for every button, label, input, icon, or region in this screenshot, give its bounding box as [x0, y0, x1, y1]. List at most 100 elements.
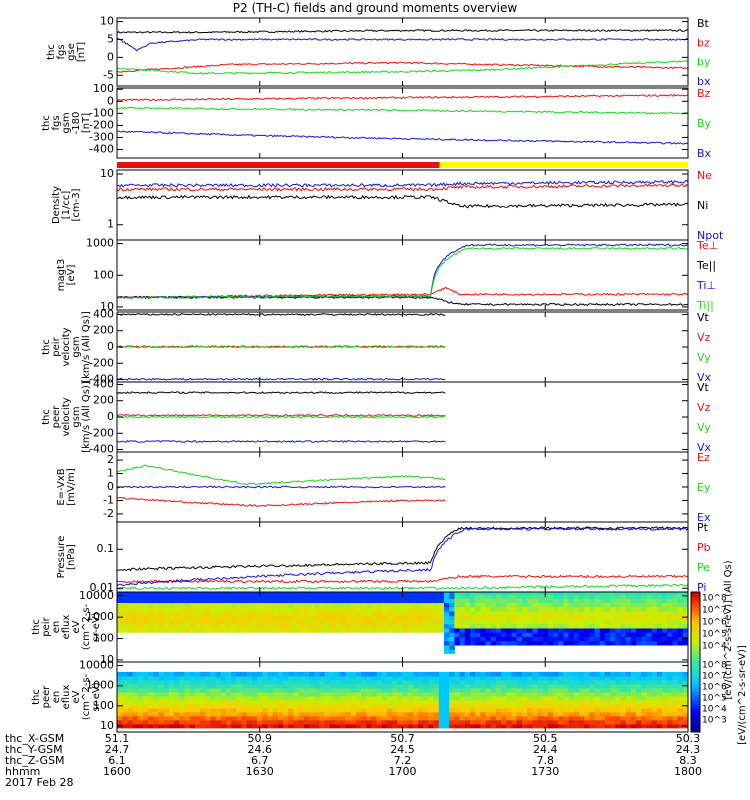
- heatmap-cell: [117, 628, 123, 633]
- heatmap-cell: [361, 691, 367, 697]
- heatmap-cell: [319, 715, 326, 721]
- heatmap-cell: [490, 640, 497, 646]
- heatmap-cell: [423, 691, 429, 697]
- heatmap-cell: [656, 711, 663, 717]
- heatmap-cell: [381, 703, 388, 709]
- heatmap-cell: [444, 671, 450, 677]
- heatmap-cell: [231, 683, 237, 689]
- heatmap-cell: [397, 594, 403, 599]
- heatmap-cell: [314, 615, 320, 620]
- panel-0-ytick-label: 0: [107, 50, 114, 63]
- heatmap-cell: [226, 691, 232, 697]
- heatmap-cell: [267, 615, 274, 620]
- heatmap-cell: [288, 606, 294, 612]
- heatmap-cell: [428, 615, 435, 620]
- heatmap-cell: [516, 594, 523, 599]
- heatmap-cell: [449, 598, 455, 603]
- heatmap-cell: [257, 628, 263, 633]
- heatmap-cell: [495, 671, 502, 677]
- heatmap-cell: [179, 719, 185, 725]
- heatmap-cell: [532, 619, 538, 625]
- heatmap-cell: [651, 636, 658, 642]
- heatmap-cell: [677, 699, 684, 705]
- heatmap-cell: [283, 687, 289, 693]
- heatmap-cell: [521, 687, 528, 693]
- series-Npot-line: [116, 179, 689, 188]
- heatmap-cell: [449, 649, 455, 654]
- heatmap-cell: [293, 611, 300, 616]
- colorbar-cell: [691, 704, 700, 707]
- heatmap-cell: [584, 602, 590, 608]
- heatmap-cell: [625, 683, 632, 689]
- panel-10-ylabel: peer: [41, 685, 52, 709]
- heatmap-cell: [361, 679, 367, 685]
- heatmap-cell: [246, 628, 253, 633]
- heatmap-cell: [366, 598, 372, 603]
- heatmap-cell: [615, 592, 621, 595]
- heatmap-cell: [428, 675, 435, 681]
- heatmap-cell: [521, 683, 528, 689]
- heatmap-cell: [210, 671, 217, 677]
- heatmap-cell: [309, 707, 315, 713]
- heatmap-cell: [319, 598, 326, 603]
- heatmap-cell: [179, 683, 185, 689]
- heatmap-cell: [200, 687, 206, 693]
- heatmap-cell: [610, 592, 616, 595]
- heatmap-cell: [433, 691, 440, 697]
- heatmap-cell: [298, 719, 305, 725]
- heatmap-cell: [132, 675, 139, 681]
- heatmap-cell: [579, 592, 585, 595]
- heatmap-cell: [117, 679, 123, 685]
- heatmap-cell: [485, 679, 492, 685]
- heatmap-cell: [418, 628, 424, 633]
- heatmap-cell: [542, 723, 549, 729]
- heatmap-cell: [402, 687, 409, 693]
- heatmap-cell: [511, 594, 518, 599]
- heatmap-cell: [184, 598, 191, 603]
- heatmap-cell: [490, 671, 497, 677]
- heatmap-cell: [236, 703, 243, 709]
- heatmap-cell: [283, 719, 289, 725]
- heatmap-cell: [677, 636, 684, 642]
- heatmap-cell: [594, 594, 601, 599]
- heatmap-cell: [407, 723, 414, 729]
- heatmap-cell: [558, 679, 564, 685]
- heatmap-cell: [495, 675, 502, 681]
- heatmap-cell: [241, 623, 248, 629]
- heatmap-cell: [532, 592, 538, 595]
- heatmap-cell: [174, 711, 180, 717]
- heatmap-cell: [521, 623, 528, 629]
- heatmap-cell: [677, 719, 684, 725]
- heatmap-cell: [516, 719, 523, 725]
- heatmap-cell: [490, 592, 497, 595]
- heatmap-cell: [495, 632, 502, 637]
- heatmap-cell: [163, 723, 170, 729]
- heatmap-cell: [599, 598, 606, 603]
- heatmap-cell: [438, 719, 445, 725]
- heatmap-cell: [646, 679, 653, 685]
- heatmap-cell: [599, 679, 606, 685]
- heatmap-cell: [662, 699, 668, 705]
- heatmap-cell: [381, 679, 388, 685]
- heatmap-cell: [355, 623, 362, 629]
- heatmap-cell: [563, 671, 570, 677]
- heatmap-cell: [392, 707, 398, 713]
- heatmap-cell: [438, 611, 445, 616]
- heatmap-cell: [246, 675, 253, 681]
- panel-6-ylabel: velocity: [61, 397, 72, 436]
- heatmap-cell: [470, 606, 476, 612]
- heatmap-cell: [558, 640, 564, 646]
- heatmap-cell: [428, 606, 435, 612]
- panel-6-ytick-label: 200: [93, 394, 114, 407]
- heatmap-cell: [516, 679, 523, 685]
- heatmap-cell: [143, 615, 149, 620]
- heatmap-cell: [516, 671, 523, 677]
- heatmap-cell: [438, 687, 445, 693]
- heatmap-cell: [184, 691, 191, 697]
- heatmap-cell: [506, 606, 512, 612]
- legend-Bz: Bz: [697, 87, 711, 100]
- heatmap-cell: [246, 623, 253, 629]
- heatmap-cell: [547, 611, 554, 616]
- heatmap-cell: [148, 615, 154, 620]
- heatmap-cell: [366, 715, 372, 721]
